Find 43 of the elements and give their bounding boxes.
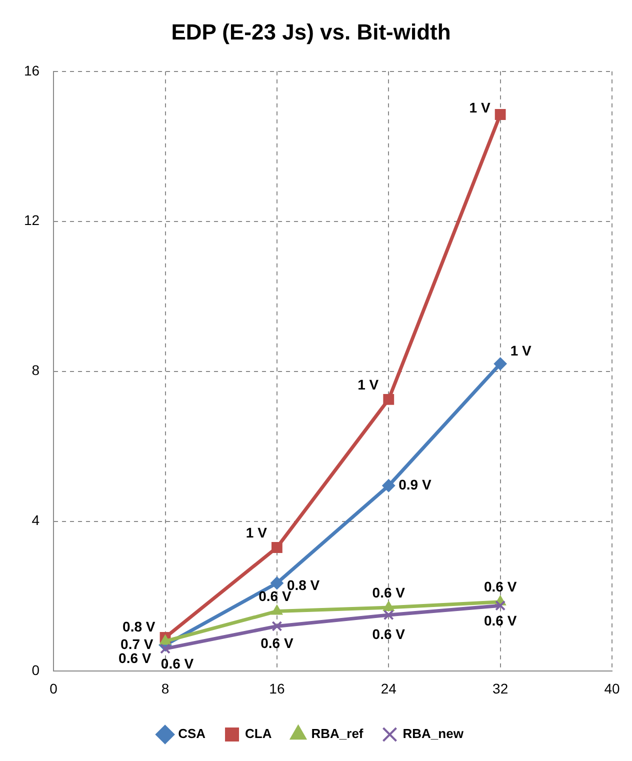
x-tick-label: 16 xyxy=(269,680,285,696)
y-tick-label: 12 xyxy=(24,212,40,228)
point xyxy=(160,643,170,654)
annotation: 1 V xyxy=(510,342,532,359)
annotation: 1 V xyxy=(358,376,380,392)
point xyxy=(383,610,394,620)
legend-label: RBA_new xyxy=(402,726,464,742)
annotation: 0.6 V xyxy=(160,656,194,672)
annotation: 0.6 V xyxy=(260,635,294,652)
y-tick-label: 4 xyxy=(32,512,40,528)
point xyxy=(271,542,282,553)
annotation: 1 V xyxy=(246,524,268,540)
x-tick-label: 32 xyxy=(492,680,508,696)
point xyxy=(495,600,506,611)
x-tick-label: 24 xyxy=(380,680,397,696)
y-tick-label: 8 xyxy=(32,362,40,378)
point xyxy=(382,600,394,611)
legend-label: RBA_ref xyxy=(311,726,364,742)
annotation: 1 V xyxy=(469,99,491,116)
x-tick-label: 8 xyxy=(161,680,170,696)
point xyxy=(383,394,394,405)
point xyxy=(270,576,284,590)
point xyxy=(382,479,396,492)
y-tick-label: 16 xyxy=(24,62,40,78)
point xyxy=(271,604,283,615)
annotation: 0.9 V xyxy=(398,476,432,492)
annotation: 0.6 V xyxy=(484,578,518,595)
annotation: 0.7 V xyxy=(120,636,154,652)
annotation: 0.8 V xyxy=(122,618,156,634)
point xyxy=(494,357,507,370)
point xyxy=(160,634,171,645)
x-tick-label: 40 xyxy=(604,680,620,696)
legend-label: CSA xyxy=(178,726,206,742)
annotation: 0.6 V xyxy=(118,650,152,666)
x-tick-label: 0 xyxy=(50,680,58,696)
point xyxy=(272,620,282,632)
y-tick-label: 0 xyxy=(32,662,40,678)
chart-title: EDP (E-23 Js) vs. Bit-width xyxy=(171,19,451,44)
annotation: 0.6 V xyxy=(484,612,518,628)
annotation: 0.6 V xyxy=(372,584,406,600)
point xyxy=(494,109,506,120)
legend-label: CLA xyxy=(245,726,272,742)
annotation: 0.6 V xyxy=(372,626,406,642)
